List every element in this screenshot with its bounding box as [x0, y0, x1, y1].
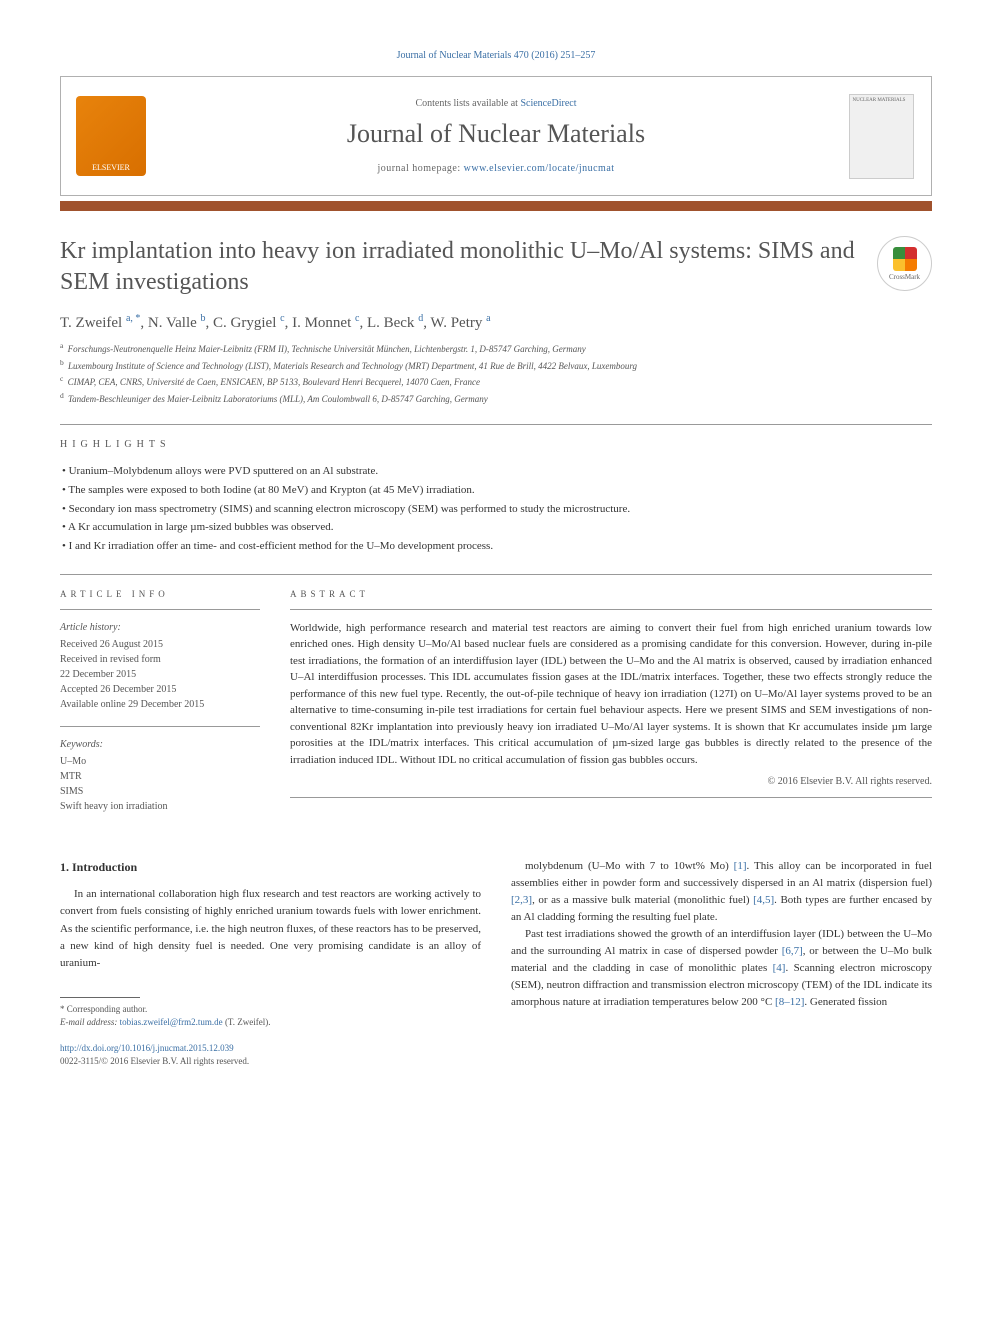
journal-reference: Journal of Nuclear Materials 470 (2016) … — [60, 50, 932, 61]
sciencedirect-link[interactable]: ScienceDirect — [520, 98, 576, 109]
elsevier-logo[interactable]: ELSEVIER — [76, 96, 146, 176]
history-label: Article history: — [60, 620, 260, 635]
highlights-list: Uranium–Molybdenum alloys were PVD sputt… — [60, 462, 932, 555]
issn-copyright: 0022-3115/© 2016 Elsevier B.V. All right… — [60, 1056, 249, 1066]
crossmark-badge[interactable]: CrossMark — [877, 236, 932, 291]
history-line: 22 December 2015 — [60, 667, 260, 682]
keywords-label: Keywords: — [60, 737, 260, 752]
intro-heading: 1. Introduction — [60, 858, 481, 877]
header-center: Contents lists available at ScienceDirec… — [161, 77, 831, 195]
keyword-item: SIMS — [60, 784, 260, 799]
email-label: E-mail address: — [60, 1017, 120, 1027]
history-line: Received in revised form — [60, 652, 260, 667]
divider — [60, 424, 932, 425]
keyword-item: Swift heavy ion irradiation — [60, 799, 260, 814]
body-text: 1. Introduction In an international coll… — [60, 858, 932, 1069]
corresponding-note: * Corresponding author. — [60, 1003, 481, 1017]
affiliation-line: d Tandem-Beschleuniger des Maier-Leibnit… — [60, 390, 932, 407]
homepage-link[interactable]: www.elsevier.com/locate/jnucmat — [464, 163, 615, 174]
highlight-item: I and Kr irradiation offer an time- and … — [62, 537, 932, 556]
abstract-column: ABSTRACT Worldwide, high performance res… — [290, 589, 932, 828]
intro-paragraph: Past test irradiations showed the growth… — [511, 926, 932, 1011]
abstract-text: Worldwide, high performance research and… — [290, 620, 932, 769]
history-line: Available online 29 December 2015 — [60, 697, 260, 712]
highlight-item: Secondary ion mass spectrometry (SIMS) a… — [62, 500, 932, 519]
keyword-item: U–Mo — [60, 754, 260, 769]
body-column-right: molybdenum (U–Mo with 7 to 10wt% Mo) [1]… — [511, 858, 932, 1069]
article-info-heading: ARTICLE INFO — [60, 589, 260, 610]
corresponding-author-footer: * Corresponding author. E-mail address: … — [60, 997, 481, 1069]
header-accent-bar — [60, 201, 932, 211]
contents-list-text: Contents lists available at ScienceDirec… — [171, 98, 821, 109]
highlight-item: The samples were exposed to both Iodine … — [62, 481, 932, 500]
crossmark-icon — [893, 247, 917, 271]
body-column-left: 1. Introduction In an international coll… — [60, 858, 481, 1069]
affiliation-line: c CIMAP, CEA, CNRS, Université de Caen, … — [60, 373, 932, 390]
crossmark-label: CrossMark — [889, 273, 920, 281]
abstract-copyright: © 2016 Elsevier B.V. All rights reserved… — [290, 776, 932, 787]
journal-cover-thumbnail[interactable]: NUCLEAR MATERIALS — [849, 94, 914, 179]
affiliation-line: b Luxembourg Institute of Science and Te… — [60, 357, 932, 374]
affiliation-line: a Forschungs-Neutronenquelle Heinz Maier… — [60, 340, 932, 357]
intro-paragraph: In an international collaboration high f… — [60, 886, 481, 971]
keyword-item: MTR — [60, 769, 260, 784]
keywords-block: Keywords: U–MoMTRSIMSSwift heavy ion irr… — [60, 726, 260, 814]
journal-title: Journal of Nuclear Materials — [171, 119, 821, 149]
publisher-logo-cell: ELSEVIER — [61, 77, 161, 195]
article-info-column: ARTICLE INFO Article history: Received 2… — [60, 589, 260, 828]
email-suffix: (T. Zweifel). — [223, 1017, 271, 1027]
homepage-prefix: journal homepage: — [377, 163, 463, 174]
affiliations: a Forschungs-Neutronenquelle Heinz Maier… — [60, 340, 932, 406]
highlights-heading: HIGHLIGHTS — [60, 439, 932, 450]
divider — [60, 574, 932, 575]
history-line: Received 26 August 2015 — [60, 637, 260, 652]
homepage-text: journal homepage: www.elsevier.com/locat… — [171, 163, 821, 174]
divider — [290, 797, 932, 798]
authors-list: T. Zweifel a, *, N. Valle b, C. Grygiel … — [60, 313, 932, 332]
history-line: Accepted 26 December 2015 — [60, 682, 260, 697]
cover-label: NUCLEAR MATERIALS — [853, 98, 910, 103]
publisher-logo-label: ELSEVIER — [92, 163, 130, 172]
article-history: Article history: Received 26 August 2015… — [60, 620, 260, 712]
abstract-heading: ABSTRACT — [290, 589, 932, 610]
intro-paragraph: molybdenum (U–Mo with 7 to 10wt% Mo) [1]… — [511, 858, 932, 926]
article-title: Kr implantation into heavy ion irradiate… — [60, 236, 857, 298]
journal-header: ELSEVIER Contents lists available at Sci… — [60, 76, 932, 196]
highlight-item: A Kr accumulation in large µm-sized bubb… — [62, 518, 932, 537]
footer-divider — [60, 997, 140, 998]
highlight-item: Uranium–Molybdenum alloys were PVD sputt… — [62, 462, 932, 481]
email-link[interactable]: tobias.zweifel@frm2.tum.de — [120, 1017, 223, 1027]
doi-link[interactable]: http://dx.doi.org/10.1016/j.jnucmat.2015… — [60, 1043, 234, 1053]
contents-prefix: Contents lists available at — [415, 98, 520, 109]
cover-thumb-cell: NUCLEAR MATERIALS — [831, 77, 931, 195]
